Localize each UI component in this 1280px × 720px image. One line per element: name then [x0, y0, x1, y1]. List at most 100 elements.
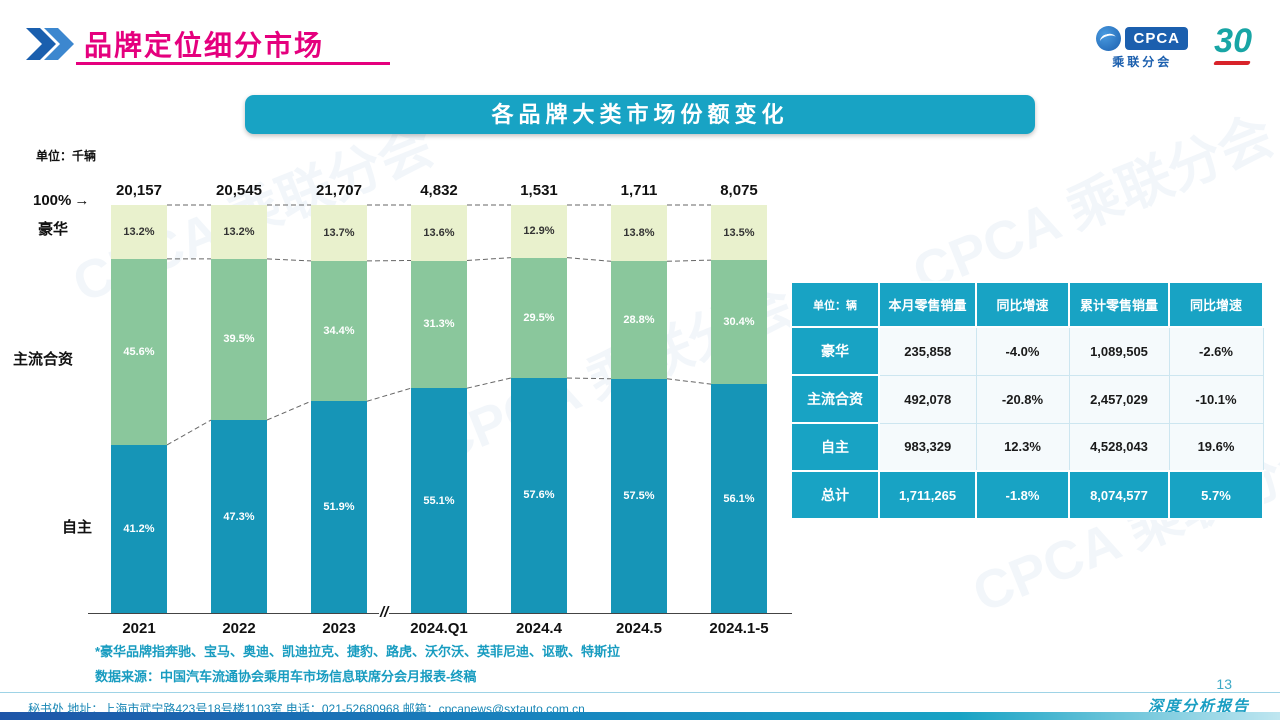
stacked-bar-2024.5: 13.8% 28.8% 57.5% [611, 205, 667, 614]
title-underline [76, 62, 390, 65]
report-tag: 深度分析报告 [1147, 698, 1250, 715]
segment-value-label: 45.6% [123, 345, 155, 358]
stacked-bar-2024.1-5: 13.5% 30.4% 56.1% [711, 205, 767, 613]
table-row-主流合资: 主流合资 492,078 -20.8% 2,457,029 -10.1% [790, 374, 1264, 424]
segment-主流合资-2023: 34.4% [311, 260, 367, 402]
category-label-2021: 2021 [122, 620, 156, 637]
axis-break: // [379, 604, 390, 621]
segment-value-label: 12.9% [523, 225, 555, 238]
segment-主流合资-2021: 45.6% [111, 258, 167, 445]
side-label-domestic: 自主 [62, 519, 93, 536]
side-label-jointventure: 主流合资 [13, 351, 74, 368]
arrow-right-icon: → [74, 192, 90, 209]
segment-value-label: 47.3% [223, 510, 255, 523]
footer-rule [0, 692, 1280, 693]
row-label: 自主 [790, 422, 880, 472]
cpca-logo: CPCA 乘联分会 [1096, 26, 1188, 70]
segment-豪华-2024.1-5: 13.5% [711, 205, 767, 261]
category-label-2022: 2022 [222, 620, 256, 637]
segment-value-label: 41.2% [123, 522, 155, 535]
segment-自主-2024.1-5: 56.1% [711, 384, 767, 613]
retail-sales-table: 单位：辆 本月零售销量 同比增速 累计零售销量 同比增速 豪华 235,858 -4.0% 1,… [790, 281, 1264, 520]
segment-自主-2023: 51.9% [311, 401, 367, 613]
cpca-logo-row: CPCA [1096, 26, 1188, 51]
chart-title-banner: 各品牌大类市场份额变化 [245, 95, 1035, 134]
table-row-总计: 总计 1,711,265 -1.8% 8,074,577 5.7% [790, 470, 1264, 520]
segment-value-label: 13.2% [223, 225, 255, 238]
cpca-logo-text: CPCA [1125, 27, 1188, 50]
table-cell: 8,074,577 [1068, 470, 1170, 520]
segment-豪华-2024.4: 12.9% [511, 205, 567, 258]
category-label-2024.4: 2024.4 [516, 620, 562, 637]
cpca-emblem-icon [1096, 26, 1122, 51]
cpca-logo-name: 乘联分会 [1112, 55, 1173, 69]
segment-value-label: 13.8% [623, 227, 655, 240]
segment-豪华-2021: 13.2% [111, 205, 167, 259]
bar-total-2021: 20,157 [116, 182, 162, 199]
stacked-bar-2022: 13.2% 39.5% 47.3% [211, 205, 267, 613]
category-label-2024.5: 2024.5 [616, 620, 662, 637]
page-header: 品牌定位细分市场 [26, 24, 324, 64]
segment-豪华-2024.5: 13.8% [611, 205, 667, 262]
segment-value-label: 31.3% [423, 318, 455, 331]
segment-value-label: 57.6% [523, 489, 555, 502]
table-cell: 2,457,029 [1068, 374, 1170, 424]
stacked-bar-chart: 20,157 13.2% 45.6% 41.2% 2021 20,545 13.2% 39.5… [88, 182, 792, 652]
page-title: 品牌定位细分市场 [84, 30, 325, 61]
stacked-bar-2021: 13.2% 45.6% 41.2% [111, 205, 167, 613]
segment-value-label: 39.5% [223, 333, 255, 346]
segment-value-label: 28.8% [623, 313, 655, 326]
side-label-luxury: 豪华 [38, 221, 69, 238]
segment-value-label: 56.1% [723, 492, 755, 505]
note-luxury-brands: *豪华品牌指奔驰、宝马、奥迪、凯迪拉克、捷豹、路虎、沃尔沃、英菲尼迪、讴歌、特斯… [95, 644, 621, 659]
segment-自主-2024.5: 57.5% [611, 378, 667, 614]
bar-total-2022: 20,545 [216, 182, 262, 199]
table-cell: -2.6% [1168, 326, 1264, 376]
segment-自主-2024.Q1: 55.1% [411, 388, 467, 613]
segment-自主-2024.4: 57.6% [511, 377, 567, 613]
table-cell: 19.6% [1168, 422, 1264, 472]
segment-value-label: 13.2% [123, 225, 155, 238]
table-cell: -10.1% [1168, 374, 1264, 424]
table-cell: 1,089,505 [1068, 326, 1170, 376]
segment-豪华-2022: 13.2% [211, 205, 267, 259]
segment-value-label: 34.4% [323, 325, 355, 338]
note-data-source: 数据来源：中国汽车流通协会乘用车市场信息联席分会月报表-终稿 [95, 669, 477, 684]
segment-value-label: 13.7% [323, 226, 355, 239]
table-header-2: 同比增速 [975, 281, 1070, 328]
segment-主流合资-2024.1-5: 30.4% [711, 260, 767, 385]
table-cell: 5.7% [1168, 470, 1264, 520]
bar-total-2024.Q1: 4,832 [420, 182, 458, 199]
segment-value-label: 13.6% [423, 226, 455, 239]
segment-value-label: 55.1% [423, 494, 455, 507]
segment-自主-2022: 47.3% [211, 420, 267, 613]
axis-100-text: 100% [33, 192, 72, 209]
bar-total-2024.5: 1,711 [620, 182, 658, 199]
table-cell: 235,858 [878, 326, 977, 376]
segment-主流合资-2024.Q1: 31.3% [411, 260, 467, 389]
title-chevron-icon [26, 28, 74, 60]
table-header-1: 本月零售销量 [878, 281, 977, 328]
segment-value-label: 57.5% [623, 489, 655, 502]
unit-label: 单位：千辆 [36, 149, 97, 163]
stacked-bar-2024.4: 12.9% 29.5% 57.6% [511, 205, 567, 613]
table-cell: 4,528,043 [1068, 422, 1170, 472]
bar-total-2024.4: 1,531 [520, 182, 558, 199]
category-label-2023: 2023 [322, 620, 356, 637]
table-header-0: 单位：辆 [790, 281, 880, 328]
table-header-row: 单位：辆 本月零售销量 同比增速 累计零售销量 同比增速 [790, 281, 1264, 328]
segment-自主-2021: 41.2% [111, 444, 167, 613]
footer-bar [0, 712, 1280, 720]
table-cell: 1,711,265 [878, 470, 977, 520]
row-label: 豪华 [790, 326, 880, 376]
segment-豪华-2023: 13.7% [311, 205, 367, 261]
segment-value-label: 51.9% [323, 501, 355, 514]
stacked-bar-2023: 13.7% 34.4% 51.9% [311, 205, 367, 613]
stacked-bar-2024.Q1: 13.6% 31.3% 55.1% [411, 205, 467, 613]
bar-total-2023: 21,707 [316, 182, 362, 199]
table-cell: 12.3% [975, 422, 1070, 472]
table-cell: -20.8% [975, 374, 1070, 424]
x-axis [88, 613, 792, 614]
axis-100-label: 100% → [33, 192, 89, 209]
